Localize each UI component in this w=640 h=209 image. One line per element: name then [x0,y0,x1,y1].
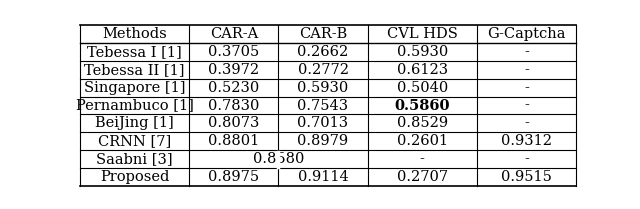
Text: 0.8979: 0.8979 [298,134,349,148]
Text: 0.8801: 0.8801 [208,134,259,148]
Text: 0.8580: 0.8580 [253,152,304,166]
Text: 0.5860: 0.5860 [394,99,450,112]
Text: 0.3705: 0.3705 [208,45,259,59]
Text: 0.9515: 0.9515 [501,170,552,184]
Text: Singapore [1]: Singapore [1] [84,81,186,95]
Text: CRNN [7]: CRNN [7] [98,134,171,148]
Text: 0.2662: 0.2662 [298,45,349,59]
Text: BeiJing [1]: BeiJing [1] [95,116,174,130]
Text: CAR-A: CAR-A [210,27,258,41]
Text: Saabni [3]: Saabni [3] [96,152,173,166]
Text: 0.8073: 0.8073 [208,116,259,130]
Text: CAR-B: CAR-B [299,27,347,41]
Text: -: - [524,152,529,166]
Text: 0.9114: 0.9114 [298,170,348,184]
Text: 0.7013: 0.7013 [298,116,349,130]
Text: 0.5930: 0.5930 [298,81,349,95]
Text: -: - [524,63,529,77]
Text: -: - [420,152,425,166]
Text: Pernambuco [1]: Pernambuco [1] [76,99,193,112]
Text: Tebessa I [1]: Tebessa I [1] [87,45,182,59]
Text: 0.6123: 0.6123 [397,63,448,77]
Text: -: - [524,116,529,130]
Text: Proposed: Proposed [100,170,169,184]
Text: Methods: Methods [102,27,167,41]
Text: 0.9312: 0.9312 [501,134,552,148]
Text: Tebessa II [1]: Tebessa II [1] [84,63,185,77]
Text: 0.2601: 0.2601 [397,134,448,148]
Text: G-Captcha: G-Captcha [487,27,566,41]
Text: 0.3972: 0.3972 [208,63,259,77]
Text: 0.5230: 0.5230 [208,81,259,95]
Text: -: - [524,45,529,59]
Text: 0.5930: 0.5930 [397,45,448,59]
Text: 0.7830: 0.7830 [208,99,259,112]
Text: 0.2772: 0.2772 [298,63,349,77]
Text: 0.5040: 0.5040 [397,81,448,95]
Text: 0.2707: 0.2707 [397,170,448,184]
Text: CVL HDS: CVL HDS [387,27,458,41]
Text: 0.8529: 0.8529 [397,116,448,130]
Text: 0.7543: 0.7543 [298,99,349,112]
Text: -: - [524,99,529,112]
Text: -: - [524,81,529,95]
Text: 0.8975: 0.8975 [208,170,259,184]
